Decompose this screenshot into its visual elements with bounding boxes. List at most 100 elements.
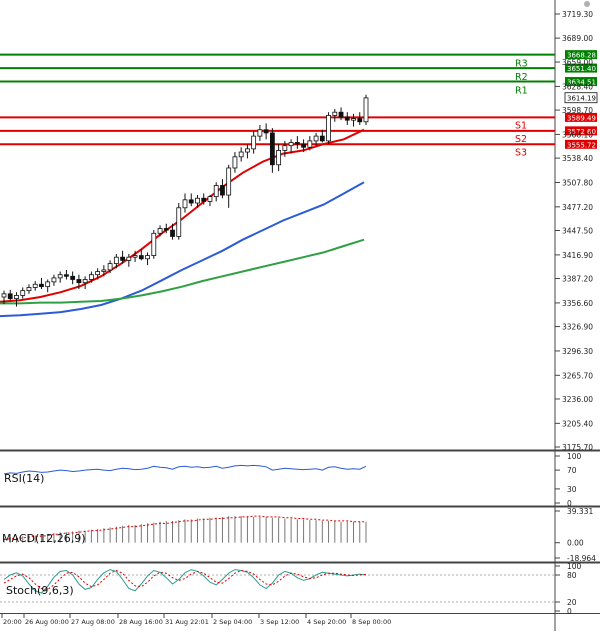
candle-up xyxy=(151,232,157,256)
candle-up xyxy=(226,167,232,196)
current-price-box xyxy=(564,92,598,104)
price-tick-label: 3568.10 xyxy=(562,130,593,139)
price-tick-label: 3265.70 xyxy=(562,371,593,380)
candle-up xyxy=(88,274,94,280)
candle-down xyxy=(201,197,207,202)
rsi-tick-label: 70 xyxy=(567,466,577,475)
candle-up xyxy=(232,156,238,169)
level-price-label: 3572.60 xyxy=(567,128,596,136)
price-tick-label: 3447.50 xyxy=(562,227,593,236)
x-tick-label: 4 Sep 20:00 xyxy=(307,618,346,626)
candle-up xyxy=(82,279,88,284)
candle-down xyxy=(39,283,44,288)
candle-up xyxy=(176,207,182,237)
price-tick-label: 3326.90 xyxy=(562,323,593,332)
macd-signal-line xyxy=(3,515,366,540)
level-price-box xyxy=(565,50,597,60)
level-price-label: 3634.51 xyxy=(567,79,596,87)
candle-down xyxy=(7,293,13,300)
level-name-r3: R3 xyxy=(515,59,528,70)
stoch-d-line xyxy=(3,569,367,590)
rsi-tick-label: 0 xyxy=(567,499,572,508)
x-tick-label: 20:00 xyxy=(3,618,22,626)
candle-up xyxy=(95,271,101,276)
candle-up xyxy=(213,185,219,198)
candle-up xyxy=(132,255,138,258)
level-name-s3: S3 xyxy=(515,147,527,158)
price-panel xyxy=(0,0,600,450)
macd-tick-label: 0.00 xyxy=(567,539,584,548)
price-tick-label: 3659.00 xyxy=(562,58,593,67)
stoch-k-line xyxy=(3,569,367,594)
ma-green-line xyxy=(0,238,365,305)
x-tick-label: 8 Sep 00:00 xyxy=(352,618,391,626)
candle-up xyxy=(20,290,26,296)
candle-up xyxy=(1,293,7,298)
candle-up xyxy=(26,287,32,292)
rsi-tick-label: 30 xyxy=(567,485,577,494)
price-tick-label: 3507.80 xyxy=(562,178,593,187)
candle-up xyxy=(107,263,113,271)
candle-down xyxy=(76,279,82,284)
candle-down xyxy=(301,143,306,148)
level-price-box xyxy=(565,63,597,73)
x-tick-label: 31 Aug 22:01 xyxy=(165,618,209,626)
stoch-tick-label: 80 xyxy=(567,571,577,580)
candle-up xyxy=(51,277,57,283)
chart-menu-icon[interactable] xyxy=(584,1,590,7)
macd-tick-label: -18.964 xyxy=(567,554,596,563)
candle-down xyxy=(263,129,269,134)
rsi-line xyxy=(3,464,367,475)
price-tick-label: 3175.70 xyxy=(562,443,593,452)
price-tick-label: 3477.20 xyxy=(562,203,593,212)
candle-down xyxy=(319,135,325,142)
candle-down xyxy=(170,229,175,237)
level-price-box xyxy=(565,126,597,136)
x-tick-label: 26 Aug 00:00 xyxy=(25,618,69,626)
candle-down xyxy=(220,185,225,196)
candle-down xyxy=(163,228,169,231)
candle-down xyxy=(344,116,350,121)
level-name-r2: R2 xyxy=(515,72,528,83)
price-tick-label: 3689.00 xyxy=(562,34,593,43)
macd-title: MACD(12,26,9) xyxy=(2,532,86,545)
candle-down xyxy=(294,142,300,145)
stoch-title: Stoch(9,6,3) xyxy=(6,584,74,597)
candle-up xyxy=(251,135,257,150)
ma-blue-line xyxy=(0,181,365,318)
candle-down xyxy=(338,111,344,118)
candle-up xyxy=(276,150,282,166)
candle-up xyxy=(182,199,188,209)
candle-up xyxy=(313,135,319,142)
candle-down xyxy=(357,118,363,123)
price-tick-label: 3356.60 xyxy=(562,299,593,308)
candle-up xyxy=(326,114,331,142)
rsi-title: RSI(14) xyxy=(4,472,44,485)
candle-up xyxy=(363,97,369,123)
candle-up xyxy=(32,283,38,288)
price-tick-label: 3387.20 xyxy=(562,275,593,284)
candle-up xyxy=(307,140,313,148)
level-name-s2: S2 xyxy=(515,134,527,145)
level-name-r1: R1 xyxy=(515,86,528,97)
candle-up xyxy=(207,196,213,202)
candle-down xyxy=(64,274,69,277)
level-price-box xyxy=(565,112,597,122)
candle-up xyxy=(332,111,338,116)
price-tick-label: 3236.00 xyxy=(562,395,593,404)
candle-up xyxy=(282,145,288,151)
candle-up xyxy=(257,129,263,137)
level-name-s1: S1 xyxy=(515,120,527,131)
candle-up xyxy=(126,256,132,261)
candle-down xyxy=(70,275,76,280)
x-tick-label: 2 Sep 04:00 xyxy=(213,618,252,626)
candle-up xyxy=(157,228,163,234)
candle-up xyxy=(57,274,63,279)
price-tick-label: 3628.40 xyxy=(562,82,593,91)
macd-tick-label: 39.331 xyxy=(567,507,593,516)
price-tick-label: 3205.40 xyxy=(562,419,593,428)
candle-up xyxy=(351,118,356,121)
x-tick-label: 3 Sep 12:00 xyxy=(260,618,299,626)
